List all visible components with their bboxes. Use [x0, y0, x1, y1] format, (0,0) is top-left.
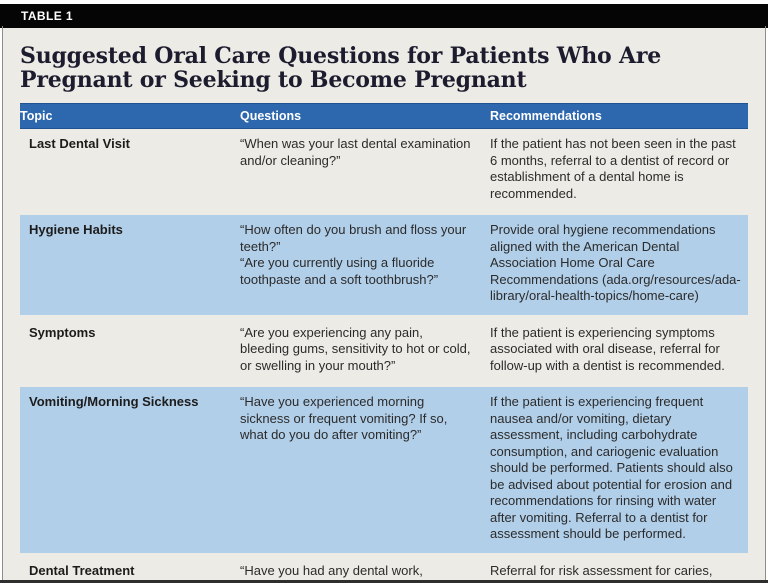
- table-tag-bar: TABLE 1: [0, 4, 768, 28]
- table-row: Last Dental Visit “When was your last de…: [20, 129, 748, 212]
- left-border-line: [2, 26, 3, 580]
- topic-cell: Hygiene Habits: [29, 222, 123, 237]
- table-row: Vomiting/Morning Sickness “Have you expe…: [20, 387, 748, 553]
- recommendations-cell: Referral for risk assessment for caries,…: [490, 562, 744, 581]
- right-border-line: [765, 26, 766, 580]
- topic-cell: Symptoms: [29, 324, 96, 340]
- figure-title: Suggested Oral Care Questions for Patien…: [20, 43, 662, 93]
- questions-cell: “Have you experienced morning sickness o…: [240, 394, 448, 442]
- column-header-topic: Topic: [20, 109, 53, 123]
- table-tag-label: TABLE 1: [21, 9, 73, 23]
- column-header-recommendations: Recommendations: [490, 109, 602, 123]
- questions-cell: “When was your last dental examination a…: [240, 136, 471, 168]
- topic-cell: Dental Treatment: [29, 562, 135, 578]
- questions-cell: “How often do you brush and floss your t…: [240, 222, 467, 287]
- topic-cell: Last Dental Visit: [29, 136, 130, 151]
- questions-cell: “Are you experiencing any pain, bleeding…: [240, 324, 471, 373]
- recommendations-cell: If the patient has not been seen in the …: [490, 136, 736, 201]
- figure-content: Suggested Oral Care Questions for Patien…: [3, 28, 765, 580]
- table-row: Hygiene Habits “How often do you brush a…: [20, 215, 748, 315]
- oral-care-table: Topic Questions Recommendations Last Den…: [20, 103, 748, 581]
- column-header-questions: Questions: [240, 109, 302, 123]
- table-header-row: Topic Questions Recommendations: [20, 103, 748, 129]
- topic-cell: Vomiting/Morning Sickness: [29, 394, 199, 409]
- recommendations-cell: If the patient is experiencing symptoms …: [490, 324, 725, 373]
- table-row: Dental Treatment “Have you had any denta…: [20, 556, 748, 581]
- table-row: Symptoms “Are you experiencing any pain,…: [20, 318, 748, 385]
- questions-cell: “Have you had any dental work, including…: [240, 562, 465, 581]
- recommendations-cell: Provide oral hygiene recommendations ali…: [490, 222, 741, 303]
- recommendations-cell: If the patient is experiencing frequent …: [490, 394, 733, 541]
